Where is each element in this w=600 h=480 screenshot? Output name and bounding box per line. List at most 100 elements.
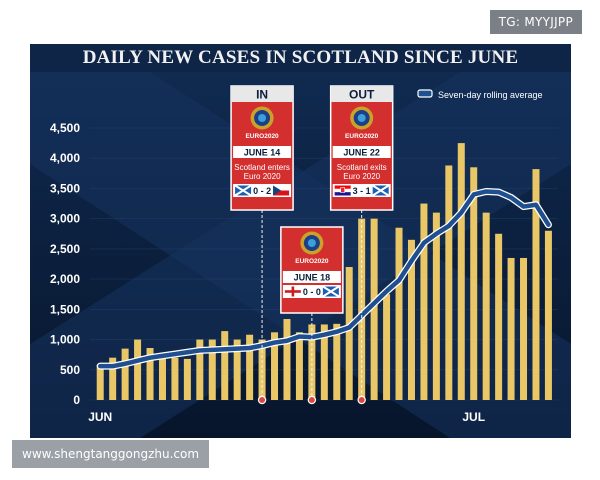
bar <box>96 364 104 400</box>
bar <box>457 143 465 400</box>
rolling-average-line-group <box>96 187 552 370</box>
bar <box>358 218 366 400</box>
croatia-flag-icon-shield <box>340 187 345 193</box>
bar <box>233 339 241 400</box>
legend: Seven-day rolling average <box>417 89 543 100</box>
annotation-date-strip <box>233 146 292 158</box>
bar <box>196 339 204 400</box>
annotation-date: JUNE 18 <box>294 273 331 283</box>
bar <box>432 212 440 400</box>
bar <box>121 348 129 400</box>
euro-logo-text: EURO2020 <box>295 258 329 265</box>
y-tick-label: 500 <box>60 363 80 377</box>
czech-flag-icon-lower <box>273 190 290 196</box>
bar <box>383 294 391 400</box>
bar <box>320 324 328 400</box>
annotation-text-line-1: Scotland enters <box>234 163 290 172</box>
bar <box>158 358 166 400</box>
bar <box>420 203 428 400</box>
y-tick-label: 3,500 <box>50 181 80 195</box>
watermark-tg-badge: TG: MYYJJPP <box>489 10 582 34</box>
bar <box>532 169 540 400</box>
x-tick-label: JUN <box>88 410 112 424</box>
annotation-marker <box>357 395 366 405</box>
annotation-date-strip <box>282 271 341 283</box>
euro-logo-core <box>258 114 267 122</box>
croatia-flag-icon <box>334 185 351 189</box>
annotation-date-strip <box>332 146 391 158</box>
annotation-marker <box>257 395 267 405</box>
y-axis: 0 500 1,000 1,500 2,000 2,500 3,000 3,500 4,000 4… <box>50 121 80 407</box>
bar <box>171 357 179 400</box>
bars-group <box>96 143 552 400</box>
bar <box>470 167 478 400</box>
chart-header: DAILY NEW CASES IN SCOTLAND SINCE JUNE <box>30 44 571 72</box>
czech-flag-icon <box>273 185 290 191</box>
annotation-label-strip <box>330 86 393 102</box>
czech-flag-icon-triangle <box>273 185 282 196</box>
annotation-june-18: EURO2020 JUNE 18 0 - 0 <box>280 226 344 405</box>
rolling-average-line <box>97 189 551 369</box>
annotation-text-line-2: Euro 2020 <box>244 172 281 181</box>
scotland-flag-icon-cross-b <box>322 285 340 298</box>
scotland-flag-icon-cross-b <box>234 184 252 197</box>
bar <box>345 267 353 400</box>
bar <box>246 334 254 400</box>
annotation-score: 0 - 2 <box>253 186 271 196</box>
euro-logo-core <box>357 114 366 122</box>
chart-title: DAILY NEW CASES IN SCOTLAND SINCE JUNE <box>82 47 519 68</box>
y-tick-label: 3,000 <box>50 212 80 226</box>
legend-line-swatch <box>417 89 433 98</box>
bar <box>146 348 154 400</box>
annotation-text-line-1: Scotland exits <box>337 163 387 172</box>
england-flag-icon-cross-h <box>284 290 301 293</box>
bar <box>370 218 378 400</box>
y-tick-label: 2,000 <box>50 272 80 286</box>
annotation-score: 0 - 0 <box>303 287 321 297</box>
bar <box>445 165 453 400</box>
bar <box>258 339 266 400</box>
y-tick-label: 2,500 <box>50 242 80 256</box>
euro-logo-text: EURO2020 <box>345 133 379 140</box>
bar <box>395 227 403 400</box>
annotation-label: IN <box>256 88 268 102</box>
bar <box>208 339 216 400</box>
annotation-text-line-2: Euro 2020 <box>343 172 380 181</box>
bar <box>544 230 552 400</box>
bar <box>482 212 490 400</box>
croatia-flag-icon-low <box>334 192 351 196</box>
x-tick-label: JUL <box>462 410 485 424</box>
y-tick-label: 1,500 <box>50 302 80 316</box>
bar <box>407 239 415 400</box>
chart-panel: DAILY NEW CASES IN SCOTLAND SINCE JUNE 0… <box>30 44 571 438</box>
y-tick-label: 4,000 <box>50 151 80 165</box>
annotation-score: 3 - 1 <box>353 186 371 196</box>
y-tick-label: 1,000 <box>50 333 80 347</box>
annotation-marker <box>307 395 317 405</box>
watermark-site-badge: www.shengtanggongzhu.com <box>12 440 210 468</box>
bar <box>271 332 279 400</box>
bar <box>507 257 515 400</box>
bar <box>308 324 316 400</box>
bar <box>333 323 341 400</box>
annotation-label: OUT <box>349 88 375 102</box>
bar-line-chart: 0 500 1,000 1,500 2,000 2,500 3,000 3,500 4,000 4… <box>30 72 571 438</box>
scotland-flag-icon-cross-b <box>372 184 390 197</box>
bar <box>520 257 528 400</box>
y-tick-label: 0 <box>73 393 80 407</box>
y-tick-label: 4,500 <box>50 121 80 135</box>
bar <box>221 331 229 400</box>
annotation-label-strip <box>231 86 294 102</box>
bar <box>134 339 142 400</box>
annotation-date: JUNE 14 <box>244 148 281 158</box>
bar <box>283 319 291 400</box>
bar <box>183 358 191 400</box>
euro-logo-core <box>307 239 316 247</box>
euro-logo-text: EURO2020 <box>245 133 279 140</box>
legend-label: Seven-day rolling average <box>438 90 543 100</box>
bar <box>295 332 303 400</box>
x-axis: JUN JUL <box>88 410 485 424</box>
